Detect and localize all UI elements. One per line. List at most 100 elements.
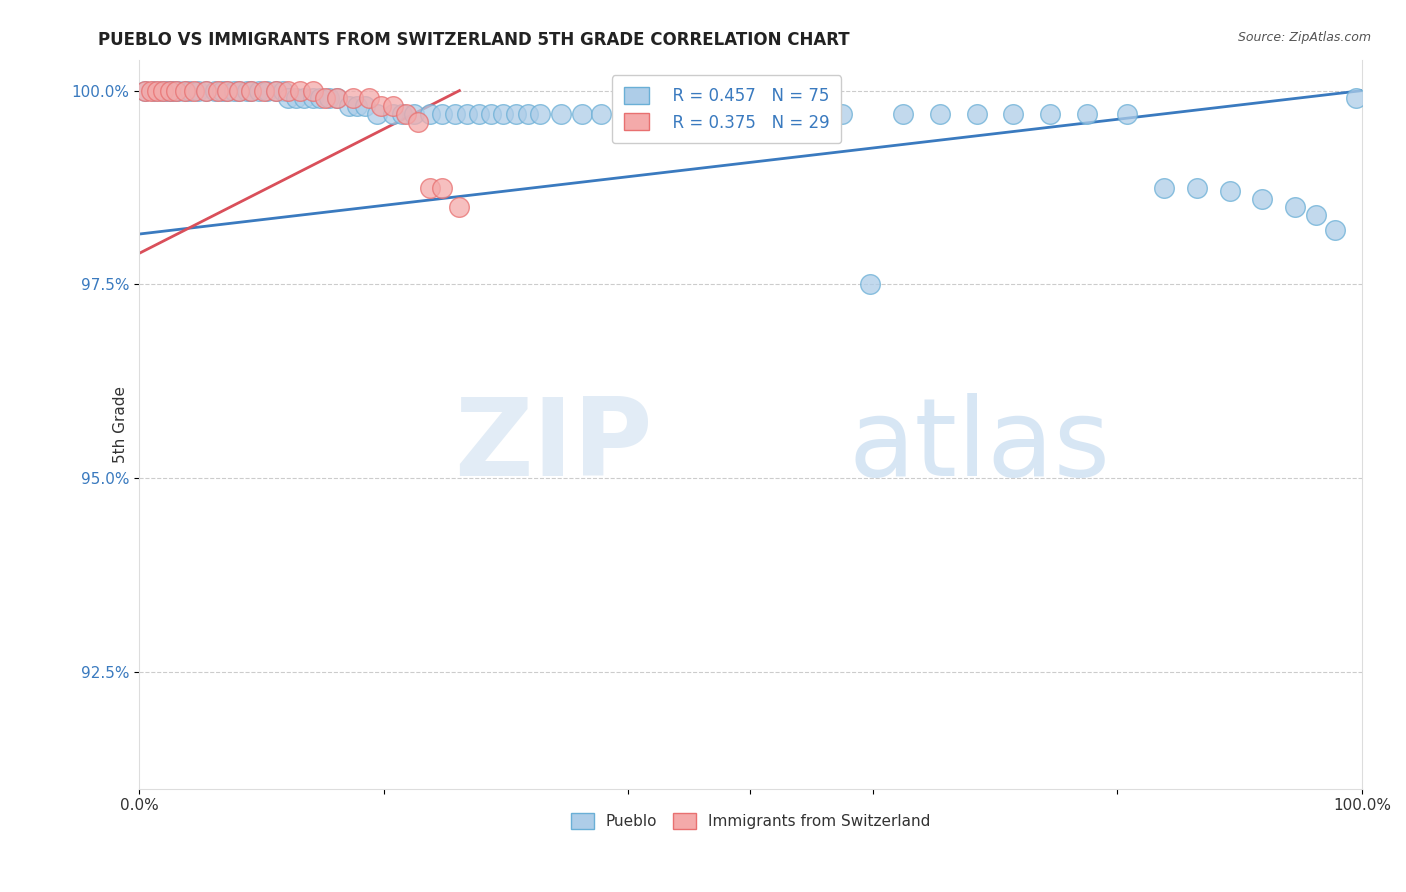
Point bbox=[357, 91, 380, 105]
Point bbox=[277, 84, 299, 98]
Point bbox=[264, 84, 287, 98]
Point bbox=[167, 84, 190, 98]
Point bbox=[183, 84, 205, 98]
Point bbox=[224, 84, 246, 98]
Point bbox=[284, 91, 307, 105]
Point bbox=[256, 84, 278, 98]
Point bbox=[432, 180, 454, 194]
Point bbox=[636, 107, 658, 121]
Point bbox=[277, 91, 299, 105]
Point bbox=[479, 107, 502, 121]
Point bbox=[195, 84, 218, 98]
Point bbox=[516, 107, 538, 121]
Point bbox=[235, 84, 257, 98]
Text: ZIP: ZIP bbox=[454, 393, 652, 499]
Point bbox=[1039, 107, 1062, 121]
Point bbox=[159, 84, 181, 98]
Point bbox=[146, 84, 169, 98]
Point bbox=[1305, 208, 1327, 222]
Legend: Pueblo, Immigrants from Switzerland: Pueblo, Immigrants from Switzerland bbox=[565, 807, 936, 836]
Point bbox=[591, 107, 613, 121]
Point bbox=[685, 107, 707, 121]
Point bbox=[1153, 180, 1175, 194]
Point bbox=[610, 107, 633, 121]
Point bbox=[207, 84, 229, 98]
Point bbox=[354, 99, 377, 113]
Point bbox=[318, 91, 340, 105]
Point bbox=[195, 84, 218, 98]
Point bbox=[432, 107, 454, 121]
Point bbox=[1219, 185, 1241, 199]
Point bbox=[301, 84, 323, 98]
Point bbox=[782, 107, 804, 121]
Point bbox=[162, 84, 184, 98]
Point bbox=[292, 91, 315, 105]
Point bbox=[134, 84, 156, 98]
Point bbox=[1324, 223, 1347, 237]
Point bbox=[370, 99, 392, 113]
Point bbox=[204, 84, 226, 98]
Point bbox=[571, 107, 593, 121]
Point bbox=[831, 107, 853, 121]
Point bbox=[505, 107, 527, 121]
Point bbox=[253, 84, 276, 98]
Point bbox=[301, 91, 323, 105]
Y-axis label: 5th Grade: 5th Grade bbox=[112, 385, 128, 463]
Point bbox=[326, 91, 349, 105]
Point bbox=[211, 84, 233, 98]
Point bbox=[382, 107, 405, 121]
Point bbox=[1002, 107, 1025, 121]
Point bbox=[443, 107, 465, 121]
Point bbox=[529, 107, 551, 121]
Point bbox=[174, 84, 197, 98]
Point bbox=[394, 107, 416, 121]
Point bbox=[247, 84, 270, 98]
Point bbox=[659, 107, 682, 121]
Point bbox=[142, 84, 165, 98]
Point bbox=[966, 107, 988, 121]
Point bbox=[155, 84, 177, 98]
Point bbox=[240, 84, 263, 98]
Point bbox=[159, 84, 181, 98]
Point bbox=[215, 84, 238, 98]
Point bbox=[893, 107, 915, 121]
Point bbox=[550, 107, 572, 121]
Point bbox=[406, 114, 429, 128]
Point bbox=[449, 200, 471, 214]
Point bbox=[419, 107, 441, 121]
Point bbox=[271, 84, 294, 98]
Point bbox=[264, 84, 287, 98]
Point bbox=[165, 84, 187, 98]
Point bbox=[382, 99, 405, 113]
Point bbox=[134, 84, 156, 98]
Point bbox=[366, 107, 388, 121]
Point bbox=[929, 107, 952, 121]
Point bbox=[391, 107, 413, 121]
Point bbox=[149, 84, 172, 98]
Point bbox=[1250, 192, 1272, 206]
Point bbox=[807, 107, 830, 121]
Point bbox=[228, 84, 250, 98]
Point bbox=[468, 107, 491, 121]
Point bbox=[1284, 200, 1306, 214]
Point bbox=[215, 84, 238, 98]
Text: PUEBLO VS IMMIGRANTS FROM SWITZERLAND 5TH GRADE CORRELATION CHART: PUEBLO VS IMMIGRANTS FROM SWITZERLAND 5T… bbox=[98, 31, 851, 49]
Point bbox=[346, 99, 368, 113]
Point bbox=[492, 107, 515, 121]
Point bbox=[152, 84, 174, 98]
Point bbox=[713, 107, 735, 121]
Point bbox=[174, 84, 197, 98]
Point bbox=[1185, 180, 1208, 194]
Point bbox=[228, 84, 250, 98]
Point bbox=[290, 84, 312, 98]
Point bbox=[758, 107, 780, 121]
Point bbox=[337, 99, 360, 113]
Point bbox=[859, 277, 882, 292]
Point bbox=[240, 84, 263, 98]
Point bbox=[404, 107, 426, 121]
Point bbox=[342, 91, 364, 105]
Point bbox=[733, 107, 755, 121]
Point bbox=[1116, 107, 1139, 121]
Point bbox=[314, 91, 336, 105]
Point bbox=[179, 84, 201, 98]
